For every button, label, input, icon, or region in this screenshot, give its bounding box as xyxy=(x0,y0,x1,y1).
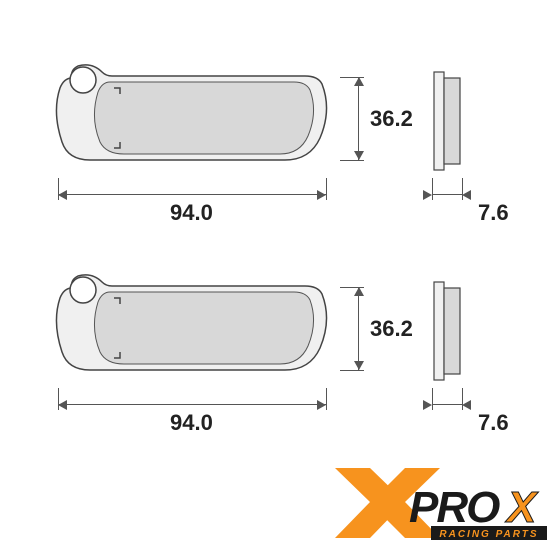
dim-height-bottom: 36.2 xyxy=(370,316,413,342)
logo-text-pro: PRO xyxy=(409,483,500,532)
logo-subtitle: RACING PARTS xyxy=(439,529,538,540)
dim-thickness-bottom: 7.6 xyxy=(478,410,509,436)
brake-pad-top-side xyxy=(432,70,466,172)
brake-pad-bottom-side xyxy=(432,280,466,382)
dim-width-top: 94.0 xyxy=(170,200,213,226)
dim-height-top: 36.2 xyxy=(370,106,413,132)
brake-pad-top-face xyxy=(50,60,335,175)
dim-width-bottom: 94.0 xyxy=(170,410,213,436)
brake-pad-bottom-face xyxy=(50,270,335,385)
prox-logo: PRO X RACING PARTS xyxy=(335,460,555,555)
dim-thickness-top: 7.6 xyxy=(478,200,509,226)
logo-text-x: X xyxy=(504,483,539,532)
